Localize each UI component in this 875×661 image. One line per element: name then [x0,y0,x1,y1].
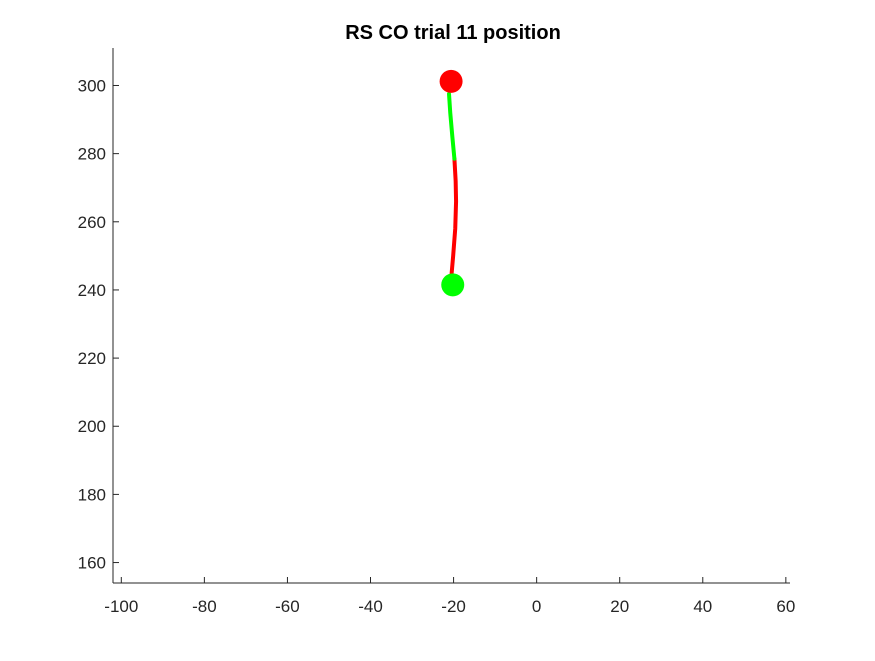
end-marker [439,69,463,93]
x-tick-label: 20 [610,597,629,616]
x-tick-label: 40 [693,597,712,616]
x-tick-label: 60 [776,597,795,616]
y-tick-label: 160 [78,554,106,573]
start-marker [441,273,465,297]
x-tick-label: -20 [441,597,466,616]
y-tick-label: 220 [78,349,106,368]
y-tick-label: 260 [78,213,106,232]
trajectory-segment-2 [447,92,457,161]
ticks: -100 -80 -60 -40 -20 0 20 40 60 160 180 200 220 240 26… [78,76,796,616]
axes [112,48,790,584]
x-tick-label: 0 [532,597,541,616]
x-tick-label: -80 [192,597,217,616]
trajectory-segment-1 [449,156,459,282]
y-tick-label: 300 [78,76,106,95]
x-tick-label: -60 [275,597,300,616]
y-tick-label: 240 [78,281,106,300]
y-tick-label: 180 [78,485,106,504]
plot-area [439,69,465,297]
x-tick-label: -100 [104,597,138,616]
x-tick-label: -40 [358,597,383,616]
chart-title: RS CO trial 11 position [345,22,561,44]
y-tick-label: 200 [78,417,106,436]
y-tick-label: 280 [78,145,106,164]
